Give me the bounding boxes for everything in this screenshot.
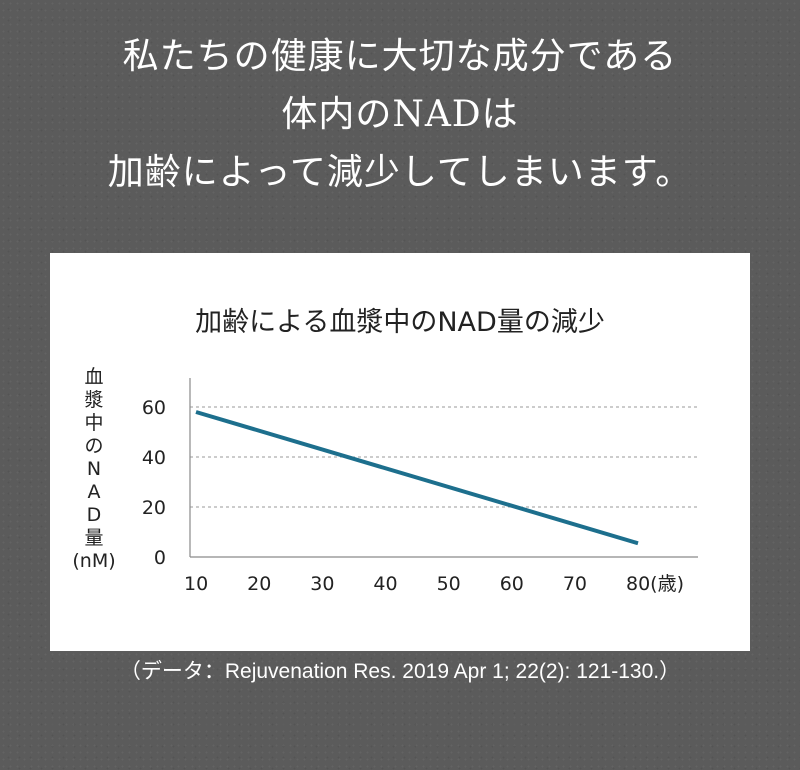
x-tick-label: 80(歳) [626,573,684,595]
y-tick-label: 60 [142,397,166,419]
data-citation: （データ：Rejuvenation Res. 2019 Apr 1; 22(2)… [119,660,681,683]
y-axis-label-char: 中 [84,412,104,434]
headline-line-3: 加齢によって減少してしまいます。 [107,152,693,193]
headline-line-1: 私たちの健康に大切な成分である [122,36,678,77]
chart-title: 加齢による血漿中のNAD量の減少 [195,307,605,338]
y-axis-label-char: 漿 [84,389,104,411]
x-tick-label: 50 [437,573,461,595]
y-axis-label-char: D [86,504,102,526]
y-axis-label: 血 漿 中 の N A D 量 (nM) [64,366,124,573]
headline-line-2: 体内のNADは [281,94,519,135]
x-tick-label: 20 [247,573,271,595]
y-axis-label-char: N [86,458,102,480]
chart-card [50,253,750,651]
y-axis-label-char: 量 [84,527,104,549]
x-tick-label: 70 [563,573,587,595]
y-axis-label-char: の [84,435,104,457]
y-axis-label-unit: (nM) [72,550,116,572]
x-tick-label: 60 [500,573,524,595]
y-tick-label: 40 [142,447,166,469]
x-tick-label: 30 [310,573,334,595]
y-axis-label-char: 血 [84,366,104,388]
series-line [195,410,639,546]
x-tick-label: 40 [373,573,397,595]
y-tick-label: 0 [154,547,166,569]
y-tick-label: 20 [142,497,166,519]
y-axis-label-char: A [87,481,101,503]
headline: 私たちの健康に大切な成分である 体内のNADは 加齢によって減少してしまいます。 [0,28,800,202]
x-tick-label: 10 [184,573,208,595]
